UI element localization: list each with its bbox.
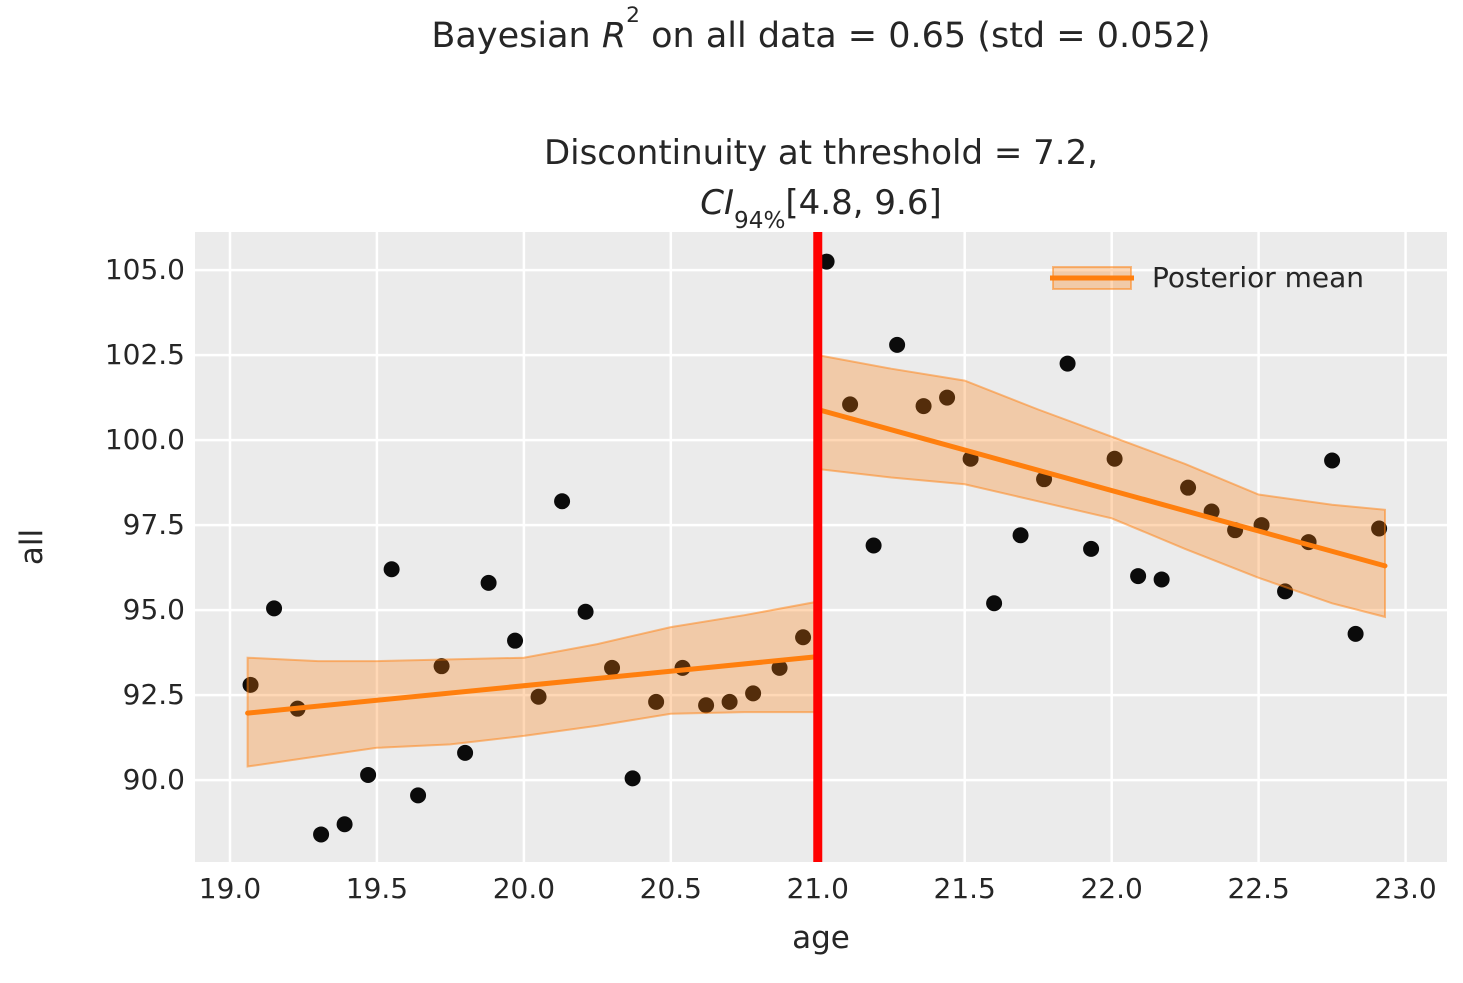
- data-point: [721, 693, 738, 710]
- y-tick-label: 105.0: [104, 253, 185, 287]
- plot-area: [195, 232, 1447, 862]
- y-tick-label: 92.5: [122, 678, 185, 712]
- x-tick-label: 20.5: [639, 872, 702, 905]
- data-point: [1324, 452, 1341, 469]
- data-point: [554, 493, 571, 510]
- data-point: [360, 766, 377, 783]
- data-point: [530, 688, 547, 705]
- y-tick-label: 97.5: [122, 508, 185, 542]
- x-tick-label: 20.0: [492, 872, 556, 905]
- data-point: [410, 787, 427, 804]
- posterior-mean-legend-swatch: [1050, 265, 1134, 290]
- data-point: [604, 659, 621, 676]
- x-tick-label: 19.0: [198, 872, 262, 905]
- axes-title-line1: Discontinuity at threshold = 7.2,: [543, 133, 1099, 173]
- y-tick-label: 95.0: [122, 593, 185, 627]
- data-point: [1083, 540, 1100, 557]
- ci-interval: [4.8, 9.6]: [785, 183, 942, 223]
- x-axis-label: age: [792, 920, 850, 956]
- data-point: [1130, 568, 1147, 585]
- title-prefix: Bayesian: [431, 16, 602, 56]
- axes-title: Discontinuity at threshold = 7.2, CI94%[…: [195, 128, 1447, 233]
- legend-label: Posterior mean: [1152, 261, 1365, 294]
- data-point: [889, 336, 906, 353]
- data-point: [242, 676, 259, 693]
- y-tick-label: 100.0: [104, 423, 185, 457]
- data-point: [507, 632, 524, 649]
- data-point: [266, 600, 283, 617]
- x-tick-label: 23.0: [1374, 872, 1437, 905]
- data-point: [336, 816, 353, 833]
- data-point: [577, 603, 594, 620]
- y-tick-label: 90.0: [122, 763, 185, 797]
- data-point: [480, 574, 497, 591]
- data-point: [457, 744, 474, 761]
- title-superscript: 2: [626, 3, 640, 29]
- data-point: [915, 398, 932, 415]
- ci-symbol: CI: [700, 183, 735, 223]
- data-point: [795, 629, 812, 646]
- data-point: [624, 770, 641, 787]
- posterior-mean-line-left: [245, 654, 821, 716]
- chart-canvas: [195, 232, 1447, 862]
- data-point: [842, 396, 859, 413]
- title-suffix: on all data = 0.65 (std = 0.052): [639, 16, 1211, 56]
- posterior-mean-line-right: [815, 406, 1388, 569]
- y-tick-label: 102.5: [104, 338, 185, 372]
- data-point: [1059, 355, 1076, 372]
- legend: Posterior mean: [1050, 261, 1364, 294]
- data-point: [1180, 479, 1197, 496]
- data-point: [745, 685, 762, 702]
- data-point: [1012, 527, 1029, 544]
- x-tick-label: 21.5: [933, 872, 996, 905]
- x-tick-label: 22.0: [1080, 872, 1143, 905]
- data-point: [865, 537, 882, 554]
- figure-title: Bayesian R2 on all data = 0.65 (std = 0.…: [195, 5, 1447, 56]
- data-point: [698, 697, 715, 714]
- data-point: [1371, 520, 1388, 537]
- data-point: [1106, 450, 1123, 467]
- data-point: [648, 693, 665, 710]
- y-axis-label: all: [14, 528, 50, 566]
- data-point: [818, 253, 835, 270]
- data-point: [986, 595, 1003, 612]
- data-point: [771, 659, 788, 676]
- x-tick-label: 21.0: [786, 872, 849, 905]
- ci-subscript: 94%: [734, 208, 786, 235]
- data-point: [313, 826, 330, 843]
- data-point: [1153, 571, 1170, 588]
- data-point: [1347, 625, 1364, 642]
- data-point: [383, 561, 400, 578]
- x-tick-label: 19.5: [345, 872, 409, 905]
- data-point: [939, 389, 956, 406]
- data-point: [433, 658, 450, 675]
- title-r-symbol: R: [601, 16, 627, 56]
- x-tick-label: 22.5: [1227, 872, 1290, 905]
- axes-title-line2: CI94%[4.8, 9.6]: [195, 178, 1447, 233]
